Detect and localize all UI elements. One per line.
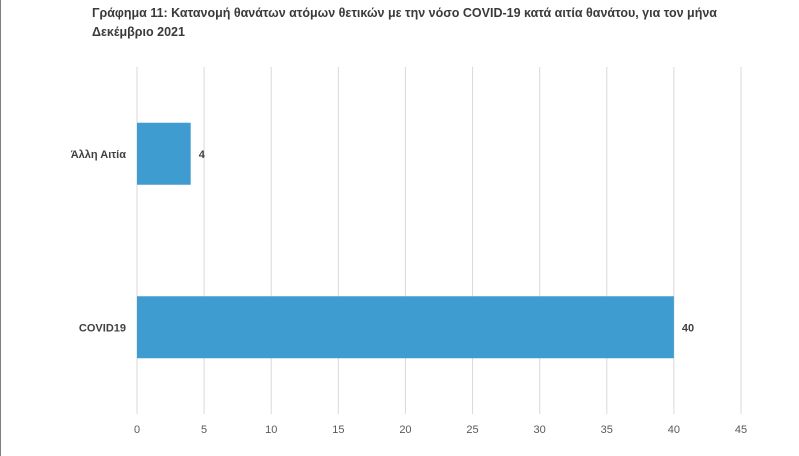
x-tick-label-0: 0 (134, 424, 140, 436)
x-tick-label-10: 10 (265, 424, 277, 436)
bar-1 (137, 296, 674, 359)
category-labels: Άλλη Αιτία COVID19 (71, 149, 127, 335)
category-label-1: COVID19 (79, 322, 126, 334)
category-label-0: Άλλη Αιτία (71, 149, 127, 161)
x-tick-label-35: 35 (601, 424, 613, 436)
gridlines (136, 67, 742, 414)
chart-title: Γράφημα 11: Κατανομή θανάτων ατόμων θετι… (92, 6, 717, 39)
frame-border (0, 0, 1, 456)
data-label-0: 4 (199, 149, 206, 161)
x-axis-ticks: 0 5 10 15 20 25 30 35 40 45 (134, 424, 747, 436)
x-tick-label-40: 40 (668, 424, 680, 436)
data-labels: 4 40 (199, 149, 694, 335)
x-tick-label-45: 45 (735, 424, 747, 436)
x-tick-label-25: 25 (466, 424, 478, 436)
data-label-1: 40 (682, 322, 694, 334)
bar-0 (137, 122, 191, 185)
x-tick-label-20: 20 (399, 424, 411, 436)
x-tick-label-30: 30 (534, 424, 546, 436)
x-tick-label-15: 15 (332, 424, 344, 436)
bars (137, 122, 674, 359)
x-tick-label-5: 5 (201, 424, 207, 436)
